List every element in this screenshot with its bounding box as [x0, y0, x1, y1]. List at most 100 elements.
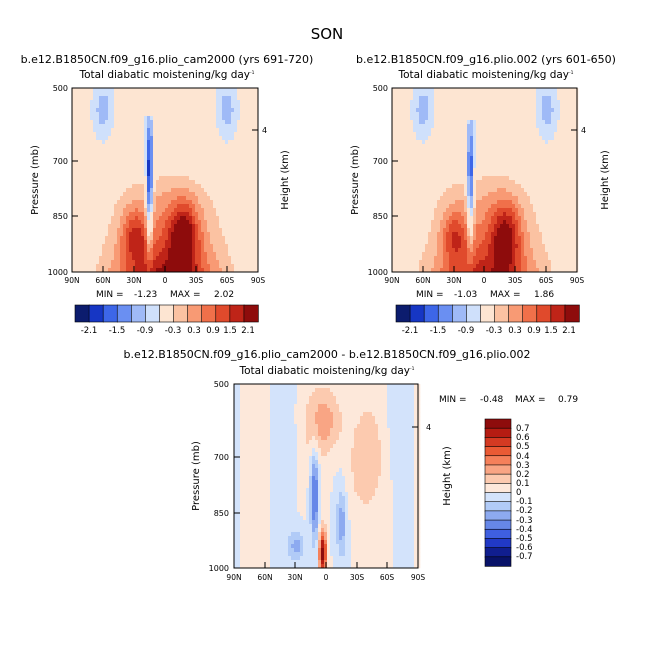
field-cell	[500, 104, 504, 109]
field-cell	[404, 196, 408, 201]
field-cell	[78, 88, 82, 93]
field-cell	[207, 108, 211, 113]
field-cell	[506, 192, 510, 197]
field-cell	[512, 184, 516, 189]
field-cell	[473, 176, 477, 181]
field-cell	[545, 204, 549, 209]
field-cell	[213, 184, 217, 189]
field-cell	[246, 92, 250, 97]
field-cell	[171, 168, 175, 173]
field-cell	[177, 104, 181, 109]
field-cell	[219, 176, 223, 181]
field-cell	[87, 120, 91, 125]
field-cell	[198, 224, 202, 229]
field-cell	[201, 164, 205, 169]
field-cell	[99, 216, 103, 221]
field-cell	[551, 184, 555, 189]
field-cell	[108, 256, 112, 261]
field-cell	[569, 152, 573, 157]
field-cell	[123, 232, 127, 237]
field-cell	[198, 124, 202, 129]
field-cell	[120, 228, 124, 233]
field-cell	[572, 96, 576, 101]
field-cell	[434, 200, 438, 205]
field-cell	[186, 132, 190, 137]
field-cell	[174, 236, 178, 241]
field-cell	[500, 192, 504, 197]
field-cell	[87, 116, 91, 121]
field-cell	[539, 156, 543, 161]
field-cell	[87, 240, 91, 245]
field-cell	[458, 96, 462, 101]
field-cell	[479, 116, 483, 121]
field-cell	[201, 120, 205, 125]
field-cell	[159, 120, 163, 125]
field-cell	[506, 124, 510, 129]
field-cell	[542, 124, 546, 129]
field-cell	[539, 144, 543, 149]
field-cell	[216, 220, 220, 225]
field-cell	[192, 264, 196, 269]
field-cell	[530, 112, 534, 117]
field-cell	[138, 228, 142, 233]
field-cell	[497, 88, 501, 93]
field-cell	[563, 192, 567, 197]
field-cell	[120, 268, 124, 273]
field-cell	[123, 144, 127, 149]
field-cell	[530, 140, 534, 145]
field-cell	[198, 132, 202, 137]
field-cell	[228, 168, 232, 173]
field-cell	[524, 212, 528, 217]
field-cell	[117, 260, 121, 265]
field-cell	[180, 252, 184, 257]
field-cell	[189, 140, 193, 145]
field-cell	[533, 104, 537, 109]
field-cell	[240, 116, 244, 121]
field-cell	[204, 200, 208, 205]
field-cell	[231, 104, 235, 109]
field-cell	[518, 152, 522, 157]
field-cell	[153, 92, 157, 97]
field-cell	[90, 128, 94, 133]
field-cell	[572, 100, 576, 105]
field-cell	[150, 148, 154, 153]
field-cell	[458, 176, 462, 181]
field-cell	[162, 220, 166, 225]
field-cell	[557, 196, 561, 201]
field-cell	[213, 228, 217, 233]
field-cell	[177, 260, 181, 265]
field-cell	[186, 176, 190, 181]
field-cell	[449, 96, 453, 101]
field-cell	[545, 192, 549, 197]
field-cell	[171, 196, 175, 201]
field-cell	[234, 212, 238, 217]
field-cell	[228, 100, 232, 105]
field-cell	[491, 152, 495, 157]
field-cell	[240, 244, 244, 249]
field-cell	[213, 160, 217, 165]
field-cell	[545, 148, 549, 153]
field-cell	[231, 120, 235, 125]
field-cell	[446, 160, 450, 165]
field-cell	[132, 88, 136, 93]
field-cell	[84, 204, 88, 209]
field-cell	[249, 228, 253, 233]
field-cell	[458, 200, 462, 205]
field-cell	[482, 220, 486, 225]
field-cell	[186, 96, 190, 101]
field-cell	[78, 144, 82, 149]
field-cell	[395, 152, 399, 157]
field-cell	[249, 240, 253, 245]
field-cell	[144, 124, 148, 129]
field-cell	[132, 116, 136, 121]
field-cell	[165, 144, 169, 149]
field-cell	[213, 100, 217, 105]
colorbar-swatch	[159, 304, 175, 323]
field-cell	[476, 184, 480, 189]
field-cell	[141, 264, 145, 269]
field-cell	[566, 148, 570, 153]
field-cell	[156, 180, 160, 185]
field-cell	[240, 216, 244, 221]
field-cell	[243, 264, 247, 269]
field-cell	[183, 236, 187, 241]
